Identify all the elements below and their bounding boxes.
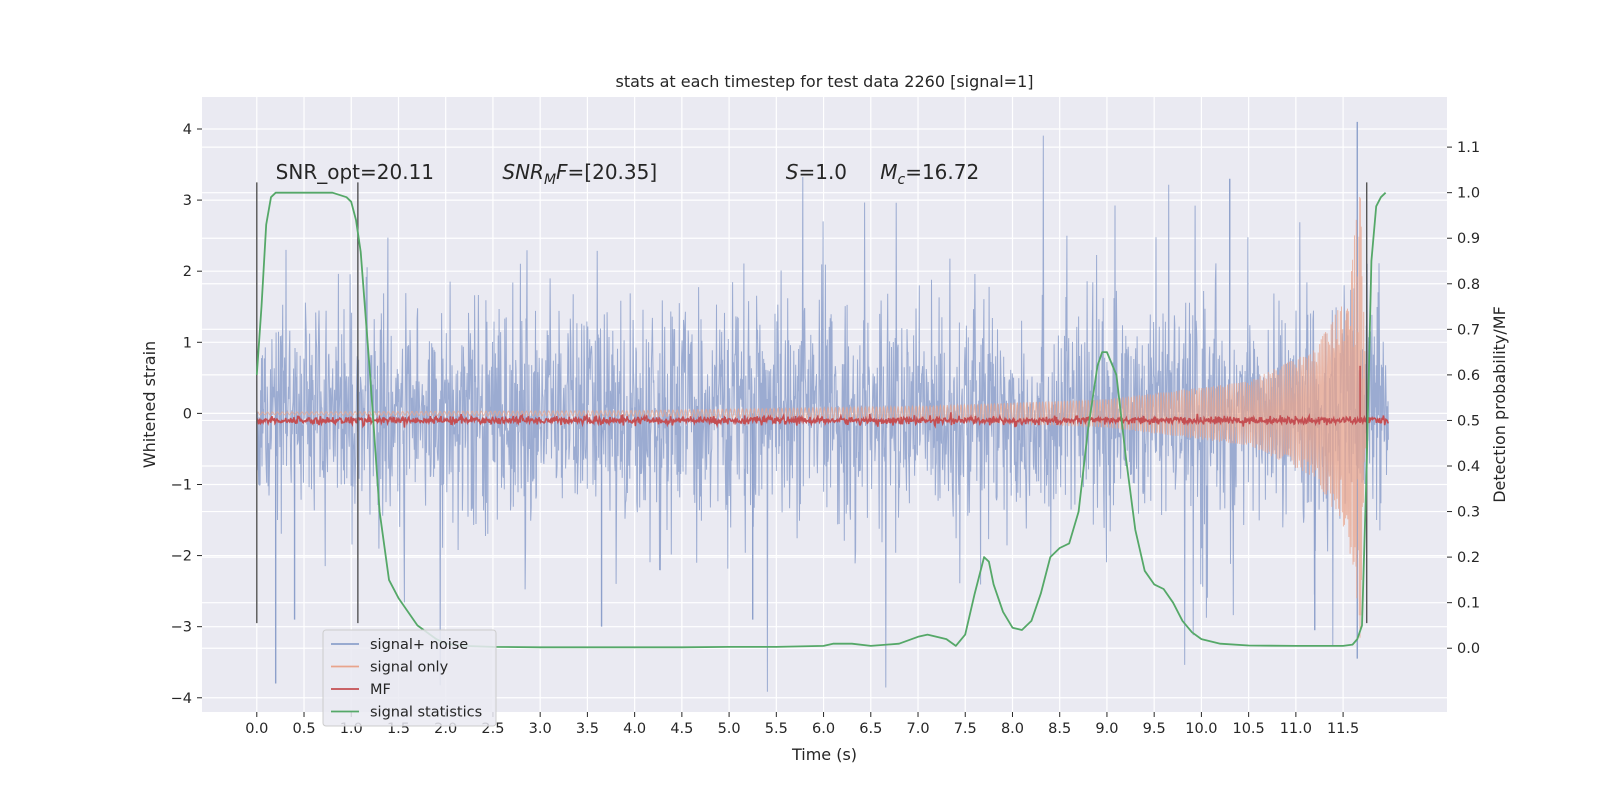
x-tick-label: 10.5 [1232,721,1264,737]
y-tick-label: −2 [171,549,192,565]
x-tick-label: 0.5 [292,721,315,737]
y2-axis-label: Detection probability/MF [1490,306,1509,503]
y2-tick-label: 0.6 [1457,368,1480,384]
y-tick-label: 4 [183,122,192,138]
x-tick-label: 6.0 [812,721,835,737]
y2-tick-label: 1.1 [1457,140,1480,156]
x-tick-label: 9.0 [1095,721,1118,737]
y2-tick-label: 0.1 [1457,596,1480,612]
x-tick-label: 11.0 [1280,721,1312,737]
annotation-text: SNR_opt=20.11 [276,160,434,184]
y2-tick-label: 0.4 [1457,459,1480,475]
legend-box [322,629,497,727]
x-tick-label: 3.0 [529,721,552,737]
mf-line [256,412,1390,429]
x-axis-label: Time (s) [791,745,857,764]
signal-only-line [256,196,1368,638]
y2-tick-label: 0.9 [1457,231,1480,247]
signal-statistics-line [255,191,1387,649]
x-tick-label: 6.5 [859,721,882,737]
y2-tick-label: 0.0 [1457,641,1480,657]
x-tick-label: 0.0 [245,721,268,737]
legend-label: signal only [370,660,449,676]
legend-label: MF [370,682,391,698]
x-tick-label: 4.0 [623,721,646,737]
legend-label: signal statistics [370,705,482,721]
y-tick-label: 2 [183,264,192,280]
x-tick-label: 7.5 [954,721,977,737]
y-tick-label: 3 [183,193,192,209]
x-tick-label: 10.0 [1185,721,1217,737]
x-tick-label: 9.5 [1143,721,1166,737]
x-tick-label: 8.0 [1001,721,1024,737]
x-tick-label: 4.5 [670,721,693,737]
annotation-text: Mc=16.72 [880,160,979,188]
y-tick-label: −4 [171,691,192,707]
y-tick-label: 0 [183,406,192,422]
x-tick-label: 7.0 [906,721,929,737]
y-tick-label: −3 [171,620,192,636]
y2-tick-label: 0.8 [1457,277,1480,293]
annotation-text: S=1.0 [786,160,847,184]
y2-tick-label: 0.7 [1457,322,1480,338]
y2-tick-label: 0.3 [1457,505,1480,521]
y2-tick-label: 0.5 [1457,413,1480,429]
x-tick-label: 5.5 [765,721,788,737]
x-tick-label: 8.5 [1048,721,1071,737]
chart-title: stats at each timestep for test data 226… [615,72,1033,91]
y-tick-label: 1 [183,335,192,351]
x-tick-label: 3.5 [576,721,599,737]
x-tick-label: 5.0 [718,721,741,737]
y-tick-label: −1 [171,477,192,493]
y2-tick-label: 0.2 [1457,550,1480,566]
annotation-text: SNRMF=[20.35] [502,160,657,188]
y2-tick-label: 1.0 [1457,186,1480,202]
x-tick-label: 11.5 [1327,721,1359,737]
legend-label: signal+ noise [370,637,468,653]
y-axis-label: Whitened strain [140,341,159,468]
